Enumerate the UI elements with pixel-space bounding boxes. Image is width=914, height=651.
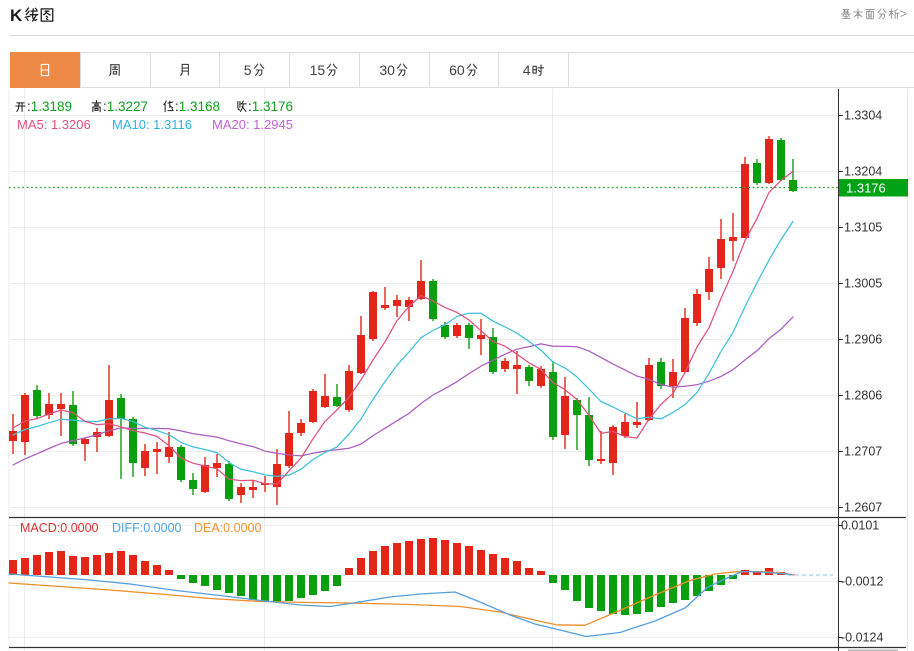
svg-text:-0.0012: -0.0012	[841, 575, 883, 589]
svg-text:1.2806: 1.2806	[844, 389, 882, 403]
svg-text:-0.0124: -0.0124	[841, 631, 883, 645]
svg-text:1.3105: 1.3105	[844, 221, 882, 235]
svg-text:1.3304: 1.3304	[844, 109, 882, 123]
svg-text:1.3204: 1.3204	[844, 165, 882, 179]
svg-text:1.3176: 1.3176	[846, 181, 886, 196]
svg-text:0.0101: 0.0101	[841, 519, 879, 533]
svg-text:1.3005: 1.3005	[844, 277, 882, 291]
svg-text:1.2707: 1.2707	[844, 445, 882, 459]
svg-text:1.2906: 1.2906	[844, 333, 882, 347]
svg-text:1.2607: 1.2607	[844, 501, 882, 515]
